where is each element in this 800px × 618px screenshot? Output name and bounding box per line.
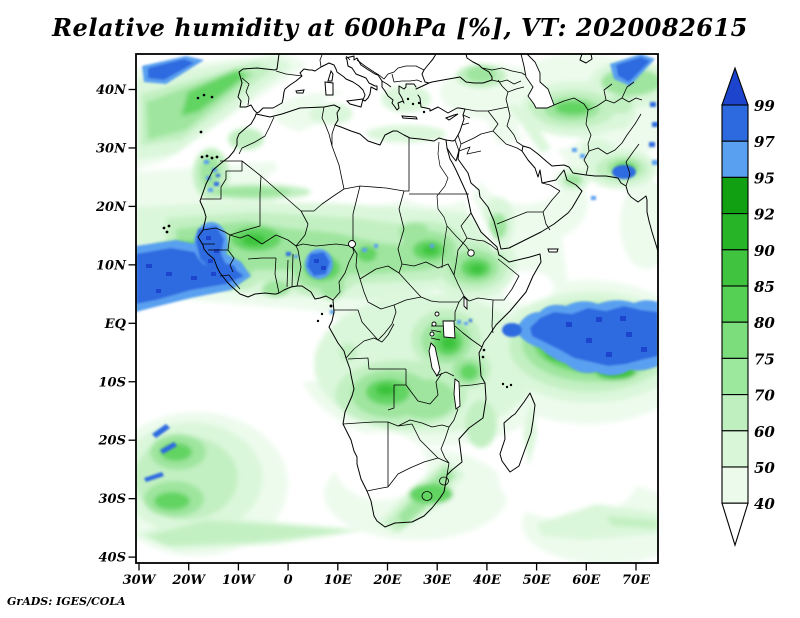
lat-tick-label: 20N	[95, 200, 127, 215]
colorbar-segment	[721, 104, 749, 142]
lon-tick-label: 70E	[622, 573, 651, 588]
lon-tick-label: 40E	[473, 573, 502, 588]
lat-tick-label: 40N	[96, 83, 127, 98]
colorbar-label: 75	[754, 350, 775, 368]
colorbar-label: 99	[754, 97, 775, 115]
lon-tick-label: 20W	[171, 573, 206, 588]
colorbar-label: 92	[754, 206, 775, 224]
colorbar-segment	[721, 213, 749, 251]
madagascar-coastline	[499, 392, 536, 473]
page-title: Relative humidity at 600hPa [%], VT: 202…	[52, 13, 748, 42]
colorbar-label: 90	[754, 242, 775, 260]
colorbar-segment	[721, 176, 749, 215]
colorbar-label: 80	[754, 314, 775, 332]
lat-tick-label: 10S	[99, 375, 126, 390]
lat-tick-label: 20S	[98, 434, 126, 449]
colorbar-label: 70	[754, 387, 775, 405]
small-islands	[162, 93, 513, 389]
lon-tick-label: 30E	[423, 573, 452, 588]
colorbar-label: 85	[754, 278, 775, 296]
lon-tick-label: 60E	[572, 573, 601, 588]
colorbar-segment	[721, 140, 749, 178]
lat-tick-label: 40S	[99, 551, 126, 566]
colorbar-segment	[721, 394, 749, 432]
colorbar-label: 50	[754, 459, 775, 477]
latitude-axis: 40N 30N 20N 10N EQ 10S 20S 30S 40S	[95, 83, 136, 566]
lat-tick-label: 30N	[96, 141, 127, 156]
country-borders	[201, 54, 643, 501]
colorbar-label: 95	[754, 169, 775, 187]
lat-tick-label: EQ	[104, 317, 127, 332]
coastlines	[162, 54, 658, 528]
lon-tick-label: 20E	[373, 573, 403, 588]
humidity-field-specks	[146, 236, 647, 357]
longitude-axis: 30W 20W 10W 0 10E 20E 30E 40E 50E 60E 70E	[123, 563, 651, 588]
nile-river	[436, 141, 472, 269]
lon-tick-label: 10W	[222, 573, 256, 588]
lat-tick-label: 30S	[99, 492, 126, 507]
islands	[295, 69, 559, 253]
lakes	[348, 240, 475, 410]
colorbar-under-arrow	[721, 502, 749, 548]
colorbar-segment	[721, 249, 749, 287]
colorbar-label: 40	[754, 495, 775, 513]
arabia-asia-coastline	[457, 145, 658, 253]
credit-text: GrADS: IGES/COLA	[7, 595, 126, 608]
aral-sea	[579, 54, 593, 64]
colorbar-segment	[721, 357, 749, 396]
lon-tick-label: 10E	[324, 573, 353, 588]
colorbar-over-arrow	[721, 66, 749, 106]
lon-tick-label: 0	[284, 573, 293, 588]
map-frame	[135, 53, 659, 564]
lon-tick-label: 30W	[123, 573, 157, 588]
africa-coastline	[197, 104, 542, 528]
colorbar-segment	[721, 466, 749, 504]
colorbar-segment	[721, 285, 749, 323]
caspian-sea	[520, 54, 555, 109]
lon-tick-label: 50E	[523, 573, 552, 588]
colorbar: 99 97 95 92 90 85 80 75 70 60 50 40	[721, 66, 775, 548]
colorbar-segment	[721, 321, 749, 359]
lat-tick-label: 10N	[96, 258, 127, 273]
colorbar-label: 97	[754, 133, 775, 151]
colorbar-segment	[721, 430, 749, 468]
colorbar-label: 60	[754, 423, 775, 441]
